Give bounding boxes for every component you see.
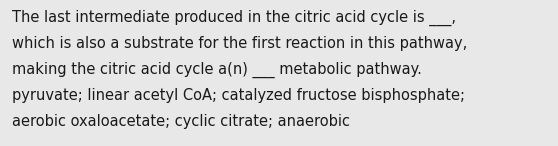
Text: making the citric acid cycle a(n) ___ metabolic pathway.: making the citric acid cycle a(n) ___ me… (12, 62, 422, 78)
Text: pyruvate; linear acetyl CoA; catalyzed fructose bisphosphate;: pyruvate; linear acetyl CoA; catalyzed f… (12, 88, 465, 103)
Text: The last intermediate produced in the citric acid cycle is ___,: The last intermediate produced in the ci… (12, 10, 461, 26)
Text: aerobic oxaloacetate; cyclic citrate; anaerobic: aerobic oxaloacetate; cyclic citrate; an… (12, 114, 350, 129)
Text: which is also a substrate for the first reaction in this pathway,: which is also a substrate for the first … (12, 36, 468, 51)
